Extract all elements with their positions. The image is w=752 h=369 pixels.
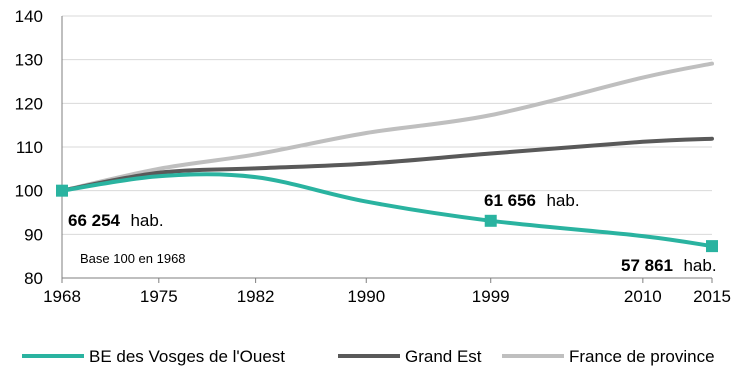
series-line-france-province <box>60 61 714 193</box>
annotation-1968: 66 254 hab. <box>68 211 164 230</box>
annotation-2015-number: 57 861 <box>621 256 673 275</box>
y-tick-label-130: 130 <box>15 51 43 70</box>
annotation-2015-unit: hab. <box>683 256 716 275</box>
legend-item-france-province: France de province <box>502 347 715 366</box>
marker-be-vosges-1968 <box>56 184 68 197</box>
annotation-2015: 57 861 hab. <box>621 256 717 275</box>
series-line-grand-est <box>60 136 714 193</box>
x-tick-label-2010: 2010 <box>624 287 662 306</box>
annotation-1999-unit: hab. <box>546 191 579 210</box>
y-tick-label-100: 100 <box>15 182 43 201</box>
legend-label-grand-est: Grand Est <box>405 347 482 366</box>
gridlines <box>62 15 712 235</box>
y-tick-label-110: 110 <box>16 138 43 157</box>
series-markers <box>56 184 718 253</box>
x-tick-label-1982: 1982 <box>237 287 275 306</box>
y-tick-label-140: 140 <box>15 7 43 26</box>
x-tick-label-1990: 1990 <box>347 287 385 306</box>
marker-be-vosges-1999 <box>484 214 497 227</box>
y-tick-labels: 80 90 100 110 120 130 140 <box>15 7 43 288</box>
x-tick-label-1975: 1975 <box>140 287 178 306</box>
marker-be-vosges-2015 <box>706 240 718 253</box>
legend-item-grand-est: Grand Est <box>338 347 482 366</box>
x-tick-label-1968: 1968 <box>43 287 81 306</box>
y-tick-label-120: 120 <box>15 94 43 113</box>
x-tick-label-2015: 2015 <box>693 287 731 306</box>
series-line-be-vosges <box>60 172 714 249</box>
legend-item-be-vosges: BE des Vosges de l'Ouest <box>22 347 285 366</box>
axes <box>61 16 713 283</box>
legend: BE des Vosges de l'Ouest Grand Est Franc… <box>22 347 715 366</box>
annotation-1999-number: 61 656 <box>484 191 536 210</box>
series-lines <box>60 61 714 249</box>
legend-label-france-province: France de province <box>569 347 715 366</box>
x-tick-label-1999: 1999 <box>472 287 510 306</box>
legend-label-be-vosges: BE des Vosges de l'Ouest <box>89 347 285 366</box>
base-note: Base 100 en 1968 <box>80 251 186 266</box>
y-tick-label-90: 90 <box>24 225 43 244</box>
x-tick-labels: 1968 1975 1982 1990 1999 2010 2015 <box>43 287 731 306</box>
annotation-1968-unit: hab. <box>130 211 163 230</box>
y-tick-label-80: 80 <box>24 269 43 288</box>
annotation-1968-number: 66 254 <box>68 211 121 230</box>
annotation-1999: 61 656 hab. <box>484 191 580 210</box>
